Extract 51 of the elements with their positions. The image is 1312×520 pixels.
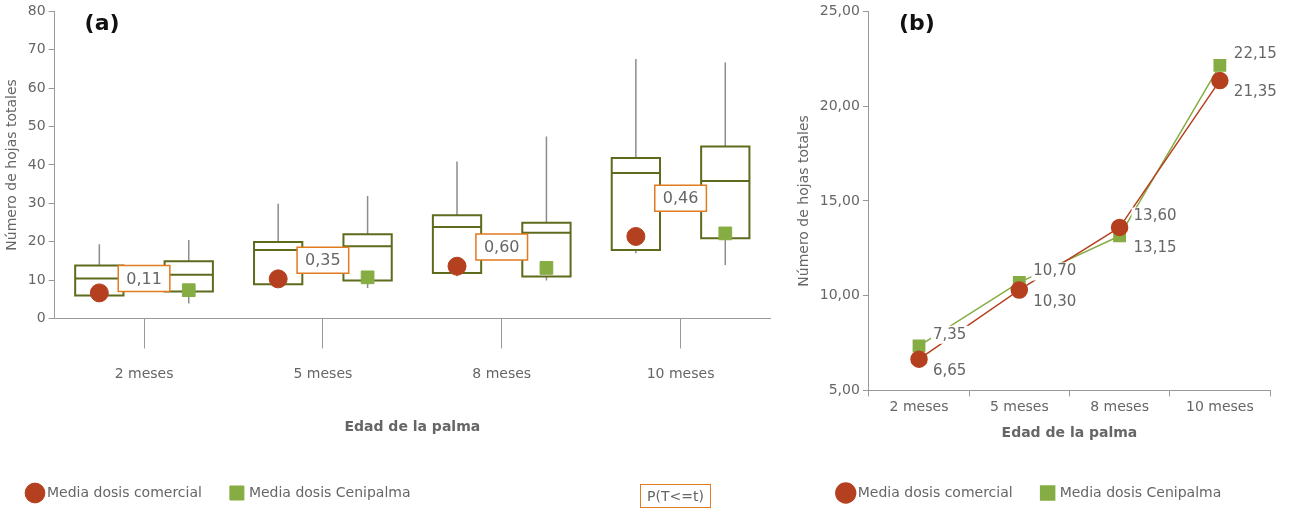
data-label: 13,15	[1133, 237, 1177, 256]
point	[910, 350, 928, 368]
text: P(T<=t)	[640, 484, 711, 508]
data-label: 22,15	[1233, 44, 1277, 63]
y-tick-label: 40	[27, 155, 46, 172]
annotation: 0,60	[483, 237, 520, 257]
data-label: 21,35	[1233, 82, 1277, 101]
y-tick-label: 70	[27, 40, 46, 57]
y-tick-label: 15,00	[819, 191, 860, 208]
data-label: 13,60	[1133, 206, 1177, 225]
x-tick-label: 10 meses	[646, 365, 715, 382]
x-tick-label: 2 meses	[889, 398, 949, 415]
x-tick-label: 5 meses	[989, 398, 1049, 415]
y-tick-label: 0	[36, 309, 46, 326]
data-label: 10,30	[1033, 291, 1077, 310]
legend-label: Media dosis comercial	[857, 483, 1013, 500]
annotation: 0,35	[305, 250, 341, 270]
y-tick-label: 5,00	[828, 381, 860, 398]
y-tick-label: 30	[27, 193, 46, 210]
y-tick-label: 80	[27, 2, 46, 19]
x-axis-title: Edad de la palma	[344, 418, 481, 435]
chart-title: (a)	[84, 10, 120, 36]
point	[1010, 281, 1029, 299]
annotation: 0,11	[126, 268, 162, 288]
point	[1213, 59, 1227, 72]
x-axis-title: Edad de la palma	[1001, 424, 1138, 441]
data-label: 6,65	[933, 361, 967, 380]
y-tick-label: 25,00	[819, 2, 860, 19]
y-tick-label: 10	[27, 270, 46, 287]
x-tick-label: 5 meses	[293, 365, 353, 382]
y-tick-label: 10,00	[819, 286, 860, 303]
point	[912, 339, 926, 353]
y-tick-label: 20,00	[819, 96, 860, 113]
point	[1211, 71, 1229, 90]
y-tick-label: 60	[27, 78, 46, 95]
y-axis-title: Número de hojas totales	[795, 115, 812, 287]
legend-label: Media dosis Cenipalma	[1059, 483, 1222, 500]
data-label: 7,35	[933, 324, 967, 343]
legend-label: Media dosis Cenipalma	[248, 483, 411, 500]
point	[1110, 218, 1129, 237]
y-tick-label: 50	[27, 117, 46, 134]
legend-label: Media dosis comercial	[47, 483, 202, 500]
x-tick-label: 8 meses	[472, 365, 532, 382]
y-axis-title: Número de hojas totales	[3, 79, 20, 251]
x-tick-label: 8 meses	[1090, 398, 1149, 415]
data-label: 10,70	[1033, 261, 1077, 280]
y-tick-label: 20	[27, 232, 46, 249]
annotation: 0,46	[662, 188, 699, 208]
x-tick-label: 2 meses	[114, 365, 174, 382]
x-tick-label: 10 meses	[1186, 398, 1254, 415]
chart-title: (b)	[898, 10, 935, 36]
